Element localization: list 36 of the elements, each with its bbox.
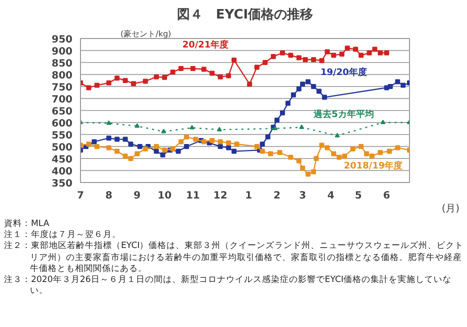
- y-tick-label: 450: [52, 154, 73, 166]
- x-tick-label: 1: [245, 190, 252, 202]
- text: 注１：年度は７月～翌６月。: [4, 230, 122, 241]
- text: 注３：2020年３月26日～６月１日の間は、新型コロナウイルス感染症の影響でEYCI価格の集計を実施していない。: [4, 274, 453, 298]
- x-axis-title: (月): [442, 204, 460, 214]
- y-axis-title: (豪セント/kg): [120, 30, 172, 38]
- x-tick-label: 7: [77, 190, 84, 202]
- chart-title: 図４ EYCI価格の推移: [176, 8, 314, 22]
- x-tick-label: 4: [327, 190, 334, 202]
- text: 資料：MLA: [4, 219, 50, 230]
- x-tick-label: 5: [354, 190, 362, 202]
- y-tick-label: 650: [52, 106, 73, 118]
- x-tick-label: 9: [134, 190, 141, 202]
- y-tick-label: 500: [52, 142, 73, 154]
- x-tick-label: 12: [213, 190, 228, 202]
- text: 注２：東部地区若齢牛指標（EYCI）価格は、東部３州（クイーンズランド州、ニューサウスウェールズ州、ビクトリア州）の主要家畜市場における若齢牛の加重平均取引価格で、家畜取引の指標となる価格。肥育牛や経産牛価格とも相関関係にある。: [4, 241, 464, 274]
- x-tick-label: 8: [105, 190, 112, 202]
- series-label: 19/20年度: [320, 67, 367, 78]
- x-tick-label: 10: [158, 190, 172, 202]
- series-label: 2018/19年度: [344, 160, 403, 172]
- y-tick-label: 750: [52, 82, 73, 94]
- series-label: 20/21年度: [182, 40, 229, 51]
- x-tick-label: 11: [186, 190, 200, 202]
- x-tick-label: 6: [383, 190, 390, 202]
- y-tick-label: 350: [52, 178, 73, 190]
- y-tick-label: 900: [52, 46, 73, 58]
- x-tick-label: 2: [274, 190, 281, 202]
- series-label: 過去5カ年平均: [312, 108, 374, 120]
- y-tick-label: 400: [52, 166, 73, 178]
- x-tick-label: 3: [299, 190, 306, 202]
- y-tick-label: 950: [52, 34, 73, 46]
- y-tick-label: 550: [52, 130, 73, 142]
- y-tick-label: 850: [52, 58, 73, 70]
- y-tick-label: 800: [52, 70, 73, 82]
- y-tick-label: 700: [52, 94, 73, 106]
- y-tick-label: 600: [52, 118, 73, 130]
